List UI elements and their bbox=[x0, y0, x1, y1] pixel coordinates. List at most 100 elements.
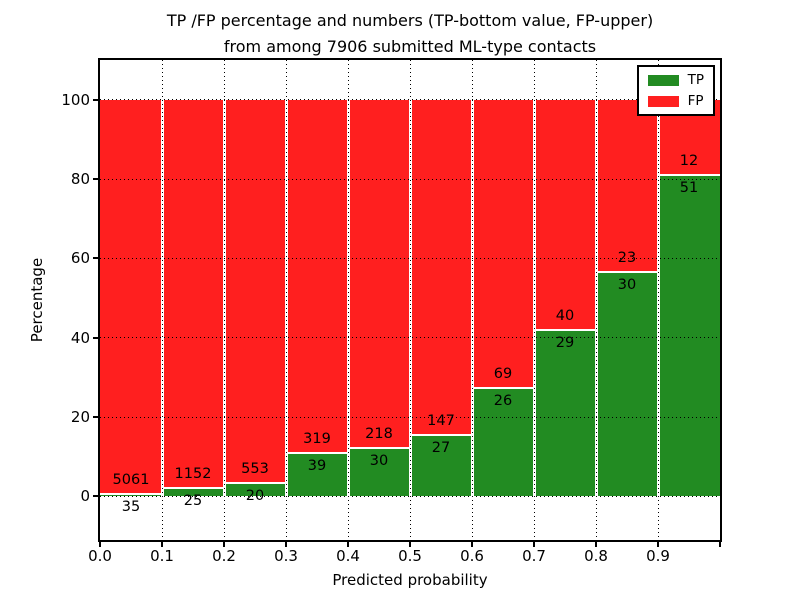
bar-label-fp: 5061 bbox=[112, 471, 150, 488]
gridline-vertical bbox=[161, 60, 163, 540]
gridline-vertical bbox=[595, 60, 597, 540]
x-tick-label: 0.6 bbox=[460, 547, 484, 565]
plot-area: 5061 35 1152 25 553 20 319 39 218 30 147 27 69 26 40 29… bbox=[98, 58, 722, 542]
bar-label-fp: 40 bbox=[555, 307, 575, 324]
bar-edge-divider bbox=[162, 486, 224, 489]
gridline-vertical bbox=[347, 60, 349, 540]
x-tick-mark bbox=[285, 542, 287, 547]
bar-edge-divider bbox=[596, 270, 658, 273]
x-tick-mark bbox=[471, 542, 473, 547]
bar-label-tp: 29 bbox=[555, 334, 575, 351]
gridline-vertical bbox=[285, 60, 287, 540]
y-tick-mark bbox=[93, 495, 98, 498]
bar-segment-fp bbox=[348, 99, 410, 449]
gridline-vertical bbox=[409, 60, 411, 540]
bar-segment-tp bbox=[100, 493, 162, 497]
gridline-horizontal bbox=[100, 416, 720, 418]
y-tick-label: 40 bbox=[70, 328, 90, 347]
bar-segment-fp bbox=[472, 99, 534, 388]
x-tick-label: 0.9 bbox=[646, 547, 670, 565]
bar-segment-fp bbox=[596, 99, 658, 272]
bar-segment-tp bbox=[224, 482, 286, 497]
bar-label-tp: 20 bbox=[245, 487, 265, 504]
x-tick-label: 0.7 bbox=[522, 547, 546, 565]
gridline-horizontal bbox=[100, 495, 720, 497]
y-tick-label: 60 bbox=[70, 249, 90, 268]
bar-label-tp: 30 bbox=[617, 276, 637, 293]
bar-label-fp: 69 bbox=[493, 365, 513, 382]
x-tick-mark bbox=[409, 542, 411, 547]
legend: TP FP bbox=[636, 65, 715, 116]
chart-title-line1: TP /FP percentage and numbers (TP-bottom… bbox=[166, 11, 654, 30]
bar-label-tp: 30 bbox=[369, 453, 389, 470]
bar-segment-tp bbox=[472, 387, 534, 497]
y-tick-mark bbox=[93, 336, 98, 339]
bar-edge-divider bbox=[224, 481, 286, 484]
bar-segment-fp bbox=[534, 99, 596, 330]
x-tick-mark bbox=[533, 542, 535, 547]
bar-segment-tp bbox=[286, 453, 348, 497]
legend-swatch-tp bbox=[647, 74, 679, 86]
y-tick-mark bbox=[93, 257, 98, 260]
bar-label-tp: 27 bbox=[431, 439, 451, 456]
legend-label-tp: TP bbox=[687, 72, 704, 88]
x-tick-label: 0.3 bbox=[274, 547, 298, 565]
chart-title-line2: from among 7906 submitted ML-type contac… bbox=[223, 37, 597, 56]
x-tick-label: 0.2 bbox=[212, 547, 236, 565]
y-tick-label: 20 bbox=[70, 408, 90, 427]
y-tick-mark bbox=[93, 178, 98, 180]
bar-label-fp: 218 bbox=[365, 426, 393, 443]
gridline-vertical bbox=[471, 60, 473, 540]
x-tick-mark bbox=[657, 542, 659, 547]
bar-label-tp: 51 bbox=[679, 180, 699, 197]
bar-segment-tp bbox=[162, 487, 224, 497]
bar-edge-divider bbox=[286, 452, 348, 455]
bar-segment-tp bbox=[596, 271, 658, 497]
gridline-horizontal bbox=[100, 99, 720, 101]
bar-label-fp: 1152 bbox=[174, 465, 212, 482]
x-tick-label: 0.8 bbox=[584, 547, 608, 565]
gridline-horizontal bbox=[100, 337, 720, 339]
bar-segment-fp bbox=[224, 99, 286, 483]
bar-segment-fp bbox=[100, 99, 162, 494]
y-tick-label: 100 bbox=[61, 90, 90, 109]
x-tick-label: 0.4 bbox=[336, 547, 360, 565]
bar-segment-fp bbox=[410, 99, 472, 435]
bar-segment-tp bbox=[534, 329, 596, 497]
legend-item-fp: FP bbox=[647, 93, 704, 109]
bar-edge-divider bbox=[534, 328, 596, 331]
chart-title: TP /FP percentage and numbers (TP-bottom… bbox=[90, 8, 730, 60]
x-tick-label: 0.1 bbox=[150, 547, 174, 565]
gridline-horizontal bbox=[100, 178, 720, 180]
bar-segment-tp bbox=[348, 448, 410, 497]
x-tick-mark bbox=[347, 542, 349, 547]
y-tick-mark bbox=[93, 98, 98, 101]
bar-edge-divider bbox=[410, 433, 472, 436]
bar-edge-divider bbox=[658, 174, 720, 177]
y-tick-label: 80 bbox=[70, 170, 90, 188]
bar-label-fp: 553 bbox=[241, 460, 269, 477]
x-tick-label: 0.0 bbox=[88, 547, 112, 565]
bar-segment-fp bbox=[286, 99, 348, 454]
x-tick-mark bbox=[161, 542, 163, 547]
bar-segment-tp bbox=[410, 434, 472, 497]
bar-label-fp: 23 bbox=[617, 249, 637, 266]
x-tick-label: 0.5 bbox=[398, 547, 422, 565]
gridline-vertical bbox=[533, 60, 535, 540]
bar-label-tp: 39 bbox=[307, 458, 327, 475]
x-tick-mark bbox=[99, 542, 101, 547]
plot-inner: 5061 35 1152 25 553 20 319 39 218 30 147 27 69 26 40 29… bbox=[100, 60, 720, 540]
bar-segment-fp bbox=[162, 99, 224, 488]
bar-label-fp: 319 bbox=[303, 431, 331, 448]
bar-label-fp: 147 bbox=[427, 412, 455, 429]
legend-swatch-fp bbox=[647, 95, 679, 107]
bar-segment-tp bbox=[658, 175, 720, 497]
bar-label-tp: 35 bbox=[121, 498, 141, 515]
bar-label-fp: 12 bbox=[679, 153, 699, 170]
legend-label-fp: FP bbox=[687, 93, 704, 109]
x-tick-mark bbox=[595, 542, 597, 547]
gridline-horizontal bbox=[100, 257, 720, 259]
legend-item-tp: TP bbox=[647, 72, 704, 88]
bar-label-tp: 26 bbox=[493, 392, 513, 409]
